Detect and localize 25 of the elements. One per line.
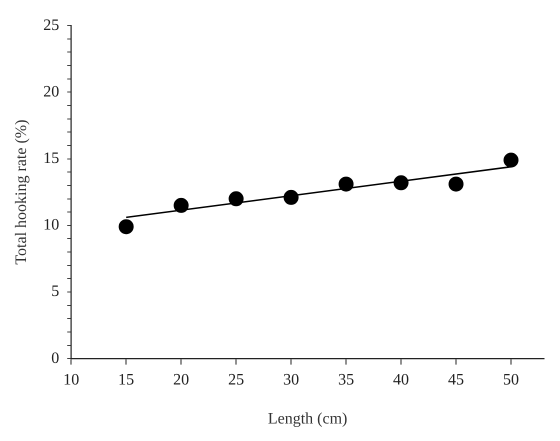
point (118, 219, 134, 234)
x-tick-label: 10 (63, 371, 80, 388)
point (338, 176, 354, 192)
x-tick-label: 20 (173, 371, 190, 388)
point (174, 198, 189, 213)
x-tick-label: 35 (338, 371, 354, 388)
x-tick-label: 40 (393, 371, 410, 388)
y-tick-label: 15 (43, 150, 60, 168)
y-tick-label: 20 (43, 83, 60, 100)
y-tick-label: 25 (43, 16, 60, 34)
x-tick-label: 45 (448, 371, 464, 388)
x-tick-label: 25 (228, 371, 244, 388)
y-axis-title: Total hooking rate (%) (12, 120, 30, 265)
y-tick-label: 5 (51, 283, 60, 300)
x-tick-label: 15 (118, 371, 134, 388)
x-axis-title: Length (cm) (268, 410, 348, 428)
point (284, 190, 299, 205)
x-tick-label: 30 (283, 371, 300, 388)
point (504, 152, 519, 168)
y-tick-label: 0 (51, 350, 60, 367)
point (448, 176, 464, 192)
point (228, 191, 244, 206)
x-tick-label: 50 (503, 371, 520, 388)
point (394, 175, 409, 190)
y-tick-label: 10 (43, 216, 60, 234)
